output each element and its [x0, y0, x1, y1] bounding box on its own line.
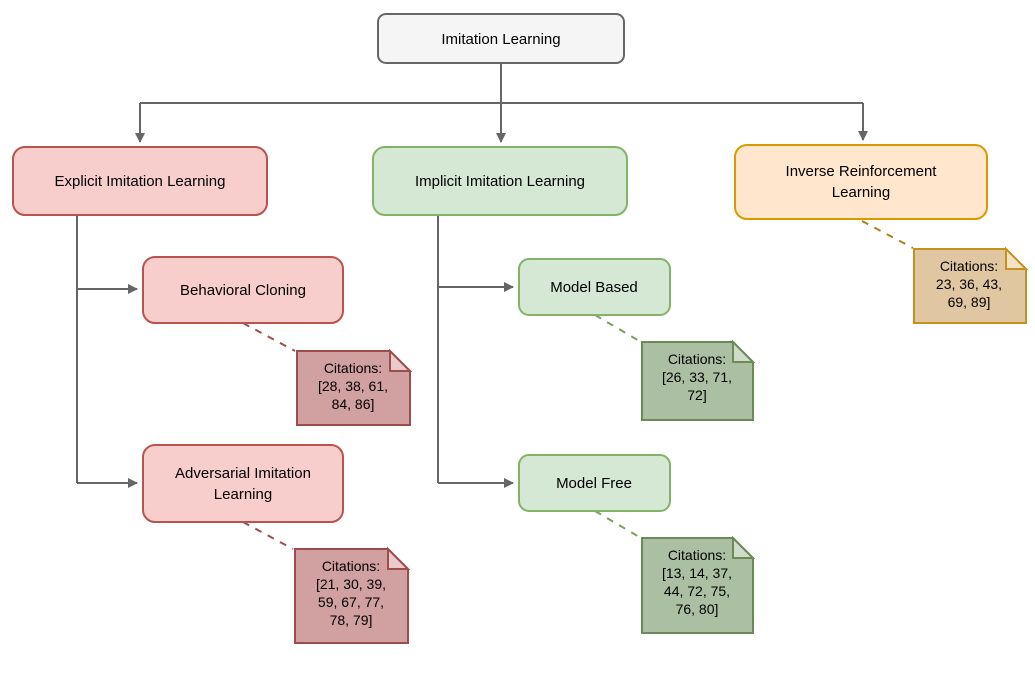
inverse-reinforcement-learning-box	[734, 144, 988, 220]
node-inverse-reinforcement-learning: Inverse Reinforcement Learning	[734, 144, 988, 220]
node-explicit-imitation-learning: Explicit Imitation Learning	[12, 146, 268, 216]
model-free-box	[518, 454, 671, 512]
model-based-label: Model Based	[550, 279, 638, 296]
note-icon	[913, 248, 1027, 324]
node-behavioral-cloning: Behavioral Cloning	[142, 256, 344, 324]
note-fold-icon	[1005, 246, 1029, 270]
note-line: 59, 67, 77,	[318, 594, 384, 610]
note-line: [26, 33, 71,	[662, 369, 732, 385]
dashed-link-behavioral-cloning-note	[242, 322, 296, 352]
adversarial-imitation-learning-label-line2: Learning	[214, 486, 272, 503]
dashed-link-model-based-note	[594, 314, 642, 343]
note-fold-icon	[389, 348, 413, 372]
note-line: 76, 80]	[676, 601, 719, 617]
imitation-learning-box	[377, 13, 625, 64]
imitation-learning-label: Imitation Learning	[441, 31, 560, 48]
note-line: Citations:	[940, 258, 998, 274]
note-adversarial-citations: Citations: [21, 30, 39, 59, 67, 77, 78, …	[294, 546, 411, 644]
note-fold-icon	[732, 535, 756, 559]
note-icon	[296, 350, 411, 426]
dashed-link-adversarial-note	[242, 521, 294, 550]
behavioral-cloning-label: Behavioral Cloning	[180, 282, 306, 299]
note-icon	[641, 537, 754, 634]
node-imitation-learning: Imitation Learning	[377, 13, 625, 64]
note-icon	[294, 548, 409, 644]
note-icon	[641, 341, 754, 421]
note-line: [13, 14, 37,	[662, 565, 732, 581]
note-line: 23, 36, 43,	[936, 276, 1002, 292]
note-line: Citations:	[322, 558, 380, 574]
note-line: 84, 86]	[332, 396, 375, 412]
model-based-box	[518, 258, 671, 316]
node-model-based: Model Based	[518, 258, 671, 316]
explicit-imitation-learning-box	[12, 146, 268, 216]
inverse-reinforcement-learning-label-line1: Inverse Reinforcement	[786, 163, 938, 180]
note-line: [28, 38, 61,	[318, 378, 388, 394]
note-line: [21, 30, 39,	[316, 576, 386, 592]
note-line: 78, 79]	[330, 612, 373, 628]
node-model-free: Model Free	[518, 454, 671, 512]
dashed-link-irl-note	[861, 220, 914, 249]
behavioral-cloning-box	[142, 256, 344, 324]
note-line: Citations:	[668, 351, 726, 367]
tree-connectors	[76, 63, 868, 488]
node-implicit-imitation-learning: Implicit Imitation Learning	[372, 146, 628, 216]
implicit-imitation-learning-box	[372, 146, 628, 216]
note-fold-icon	[732, 339, 756, 363]
note-connectors	[242, 220, 914, 550]
note-line: 44, 72, 75,	[664, 583, 730, 599]
note-fold-icon	[387, 546, 411, 570]
adversarial-imitation-learning-box	[142, 444, 344, 523]
inverse-reinforcement-learning-label-line2: Learning	[832, 184, 890, 201]
explicit-imitation-learning-label: Explicit Imitation Learning	[55, 173, 226, 190]
model-free-label: Model Free	[556, 475, 632, 492]
note-line: Citations:	[668, 547, 726, 563]
note-model-free-citations: Citations: [13, 14, 37, 44, 72, 75, 76, …	[641, 535, 756, 634]
adversarial-imitation-learning-label-line1: Adversarial Imitation	[175, 465, 311, 482]
note-line: 69, 89]	[948, 294, 991, 310]
note-irl-citations: Citations: 23, 36, 43, 69, 89]	[913, 246, 1029, 324]
note-line: 72]	[687, 387, 706, 403]
note-line: Citations:	[324, 360, 382, 376]
node-adversarial-imitation-learning: Adversarial Imitation Learning	[142, 444, 344, 523]
dashed-link-model-free-note	[594, 510, 642, 539]
note-model-based-citations: Citations: [26, 33, 71, 72]	[641, 339, 756, 421]
note-behavioral-cloning-citations: Citations: [28, 38, 61, 84, 86]	[296, 348, 413, 426]
implicit-imitation-learning-label: Implicit Imitation Learning	[415, 173, 585, 190]
